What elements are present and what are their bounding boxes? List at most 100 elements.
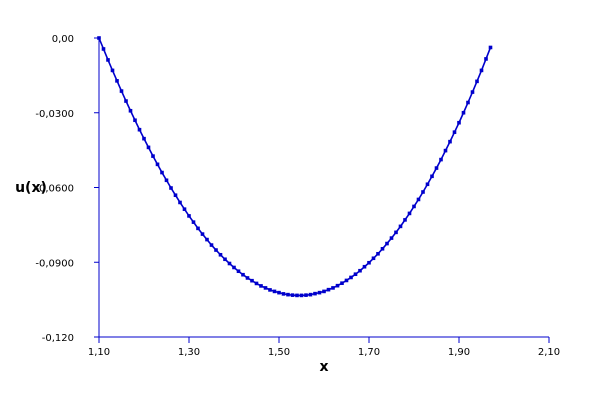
data-point [169,186,173,190]
data-point [358,268,362,273]
data-point [389,236,394,240]
data-point [475,79,479,84]
data-point [322,289,326,294]
data-point [214,248,218,252]
data-point [457,120,461,125]
data-point [133,118,137,123]
data-point [299,293,304,298]
data-point [254,281,259,286]
data-point [281,292,286,296]
data-point [439,157,443,162]
data-point [173,193,178,198]
data-point [272,289,277,294]
data-point [110,68,115,73]
data-point [326,287,331,292]
x-tick-label: 1,70 [358,347,380,358]
data-point [160,170,164,175]
data-point [317,290,322,295]
data-point [466,100,470,105]
data-point [101,47,106,51]
data-point [128,108,133,113]
data-point [290,293,295,297]
data-point [119,89,124,93]
data-point [461,110,466,115]
data-point [209,243,214,247]
y-tick-label: -0,0600 [35,184,74,195]
data-point [191,220,196,224]
data-point [196,226,200,231]
series-group [97,36,493,298]
data-point [479,68,484,73]
x-tick-label: 1,90 [448,347,470,358]
data-point [353,272,358,277]
data-point [488,45,493,50]
data-point [403,218,407,222]
data-point [344,278,349,283]
data-point [232,265,236,270]
data-point [151,154,155,158]
x-axis-ticks: 1,10 1,30 1,50 1,70 1,90 2,10 [88,337,560,358]
data-point [223,257,227,262]
data-point [430,174,434,179]
data-point [443,148,448,153]
data-point [376,251,380,256]
y-tick-label: -0,0300 [35,109,74,120]
data-point [268,288,272,292]
data-point [218,252,223,257]
data-point [241,272,245,277]
data-point [308,292,313,297]
data-point [142,136,146,141]
data-point [263,286,268,290]
data-point [146,145,151,150]
data-point [187,214,191,218]
data-point [349,275,353,280]
x-tick-label: 1,30 [178,347,200,358]
data-point [304,293,308,297]
x-axis-label: x [319,359,328,375]
data-point [106,58,110,62]
x-tick-label: 1,50 [268,347,290,358]
data-point [250,278,254,283]
data-point [371,256,376,261]
data-point [205,237,209,242]
data-point [286,292,290,297]
data-point [407,211,412,216]
y-axis-label: u(x) [15,180,47,196]
data-point [227,261,232,266]
data-point [412,204,416,209]
data-point [484,57,488,61]
y-tick-label: -0,0900 [35,258,74,269]
series-line [98,37,492,297]
data-point [434,166,439,170]
data-point [182,207,187,211]
x-tick-label: 1,10 [88,347,110,358]
data-point [421,190,425,194]
y-tick-label: 0,00 [52,34,74,45]
data-point [236,269,241,274]
data-point [331,286,335,290]
data-point [200,232,205,236]
data-point [178,200,182,205]
data-point [335,283,340,288]
data-point [362,264,367,269]
data-point [124,99,128,103]
data-point [448,139,452,144]
data-point [313,291,317,296]
data-point [137,127,142,132]
data-point [97,36,101,40]
x-tick-label: 2,10 [538,347,560,358]
data-point [277,290,281,295]
series-points [97,36,493,298]
data-point [425,182,430,187]
data-point [115,79,119,83]
data-point [380,246,385,251]
data-point [155,162,160,167]
data-point [340,281,344,285]
data-point [452,130,457,134]
data-point [385,241,389,246]
data-point [164,178,169,183]
data-point [295,293,299,298]
y-tick-label: -0,120 [42,333,74,344]
data-point [367,260,371,265]
